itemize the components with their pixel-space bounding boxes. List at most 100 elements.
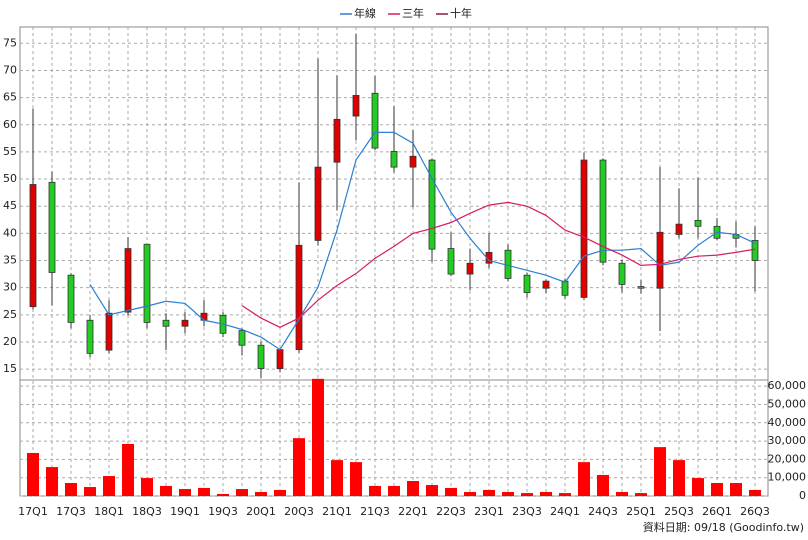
volume-bar bbox=[749, 489, 761, 496]
y-tick-label: 65 bbox=[3, 91, 17, 104]
candle-body bbox=[675, 223, 683, 235]
candle-body bbox=[200, 312, 208, 321]
y2-tick-label: 30,000 bbox=[768, 434, 807, 447]
candle-body bbox=[390, 150, 398, 168]
candle-body bbox=[352, 95, 360, 117]
volume-bar bbox=[84, 487, 96, 496]
candle-body bbox=[447, 248, 455, 275]
y-tick-label: 70 bbox=[3, 63, 17, 76]
x-tick-label: 25Q1 bbox=[626, 505, 656, 518]
candle-body bbox=[542, 280, 550, 289]
y2-tick-label: 60,000 bbox=[768, 379, 807, 392]
x-tick-label: 20Q1 bbox=[246, 505, 276, 518]
y2-tick-label: 40,000 bbox=[768, 416, 807, 429]
x-tick-label: 22Q1 bbox=[398, 505, 428, 518]
y-tick-label: 25 bbox=[3, 308, 17, 321]
volume-bar bbox=[673, 460, 685, 496]
legend-label: 三年 bbox=[402, 6, 424, 20]
volume-bar bbox=[122, 444, 134, 496]
y-tick-label: 55 bbox=[3, 145, 17, 158]
volume-bar bbox=[540, 491, 552, 496]
x-tick-label: 21Q1 bbox=[322, 505, 352, 518]
y2-tick-label: 0 bbox=[799, 489, 806, 502]
source: 資料日期: 09/18 (Goodinfo.tw) bbox=[643, 520, 804, 534]
volume-bar bbox=[616, 491, 628, 496]
candle-body bbox=[238, 330, 246, 346]
volume-bar bbox=[635, 493, 647, 496]
x-tick-label: 26Q3 bbox=[740, 505, 770, 518]
y-tick-label: 20 bbox=[3, 335, 17, 348]
candle-body bbox=[466, 262, 474, 275]
candle-body bbox=[637, 286, 645, 289]
candle-body bbox=[48, 181, 56, 273]
candle-body bbox=[105, 312, 113, 351]
legend-label: 年線 bbox=[354, 6, 376, 20]
ma-line bbox=[241, 201, 756, 328]
volume-bar bbox=[236, 489, 248, 496]
volume-bar bbox=[312, 378, 324, 496]
candle-body bbox=[371, 92, 379, 149]
volume-bar bbox=[179, 489, 191, 496]
candle-body bbox=[580, 159, 588, 298]
x-tick-label: 24Q1 bbox=[550, 505, 580, 518]
candle-body bbox=[86, 319, 94, 354]
x-tick-label: 22Q3 bbox=[436, 505, 466, 518]
candle-body bbox=[561, 280, 569, 296]
volume-bar bbox=[426, 485, 438, 496]
x-tick-label: 19Q1 bbox=[170, 505, 200, 518]
candle-body bbox=[276, 349, 284, 369]
candle-body bbox=[523, 274, 531, 293]
y-tick-label: 30 bbox=[3, 281, 17, 294]
y2-tick-label: 10,000 bbox=[768, 471, 807, 484]
candle-body bbox=[656, 231, 664, 289]
volume-bar bbox=[217, 493, 229, 496]
volume-bar bbox=[711, 483, 723, 496]
volume-bar bbox=[160, 485, 172, 496]
candle-body bbox=[333, 118, 341, 163]
x-tick-label: 21Q3 bbox=[360, 505, 390, 518]
candle-body bbox=[751, 240, 759, 261]
candle-body bbox=[162, 319, 170, 327]
candle-body bbox=[428, 159, 436, 250]
candle-body bbox=[618, 262, 626, 285]
y-tick-label: 35 bbox=[3, 254, 17, 267]
candle-body bbox=[143, 243, 151, 323]
y-tick-label: 50 bbox=[3, 172, 17, 185]
volume-bar bbox=[27, 452, 39, 496]
x-tick-label: 20Q3 bbox=[284, 505, 314, 518]
candle-body bbox=[599, 159, 607, 263]
y-tick-label: 60 bbox=[3, 118, 17, 131]
x-tick-label: 23Q1 bbox=[474, 505, 504, 518]
y-tick-label: 15 bbox=[3, 362, 17, 375]
x-tick-label: 25Q3 bbox=[664, 505, 694, 518]
volume-bar bbox=[407, 480, 419, 496]
volume-bar bbox=[654, 447, 666, 496]
volume-bar bbox=[350, 462, 362, 496]
volume-bar bbox=[141, 478, 153, 496]
y-tick-label: 45 bbox=[3, 199, 17, 212]
legend-label: 十年 bbox=[450, 6, 472, 20]
candle-body bbox=[181, 319, 189, 327]
volume-bar bbox=[502, 491, 514, 496]
y2-tick-label: 50,000 bbox=[768, 397, 807, 410]
x-tick-label: 18Q3 bbox=[132, 505, 162, 518]
x-tick-label: 26Q1 bbox=[702, 505, 732, 518]
volume-bar bbox=[293, 438, 305, 496]
volume-bar bbox=[103, 476, 115, 496]
candle-body bbox=[257, 344, 265, 369]
volume-bar bbox=[559, 493, 571, 496]
volume-bar bbox=[483, 489, 495, 496]
volume-bar bbox=[198, 487, 210, 496]
volume-bar bbox=[464, 491, 476, 496]
y2-tick-label: 20,000 bbox=[768, 452, 807, 465]
x-tick-label: 18Q1 bbox=[94, 505, 124, 518]
volume-bar bbox=[274, 489, 286, 496]
x-tick-label: 23Q3 bbox=[512, 505, 542, 518]
volume-bar bbox=[65, 483, 77, 496]
candle-body bbox=[694, 219, 702, 227]
ma-line bbox=[89, 131, 756, 351]
candle-body bbox=[124, 248, 132, 313]
volume-bar bbox=[445, 487, 457, 496]
x-tick-label: 17Q3 bbox=[56, 505, 86, 518]
